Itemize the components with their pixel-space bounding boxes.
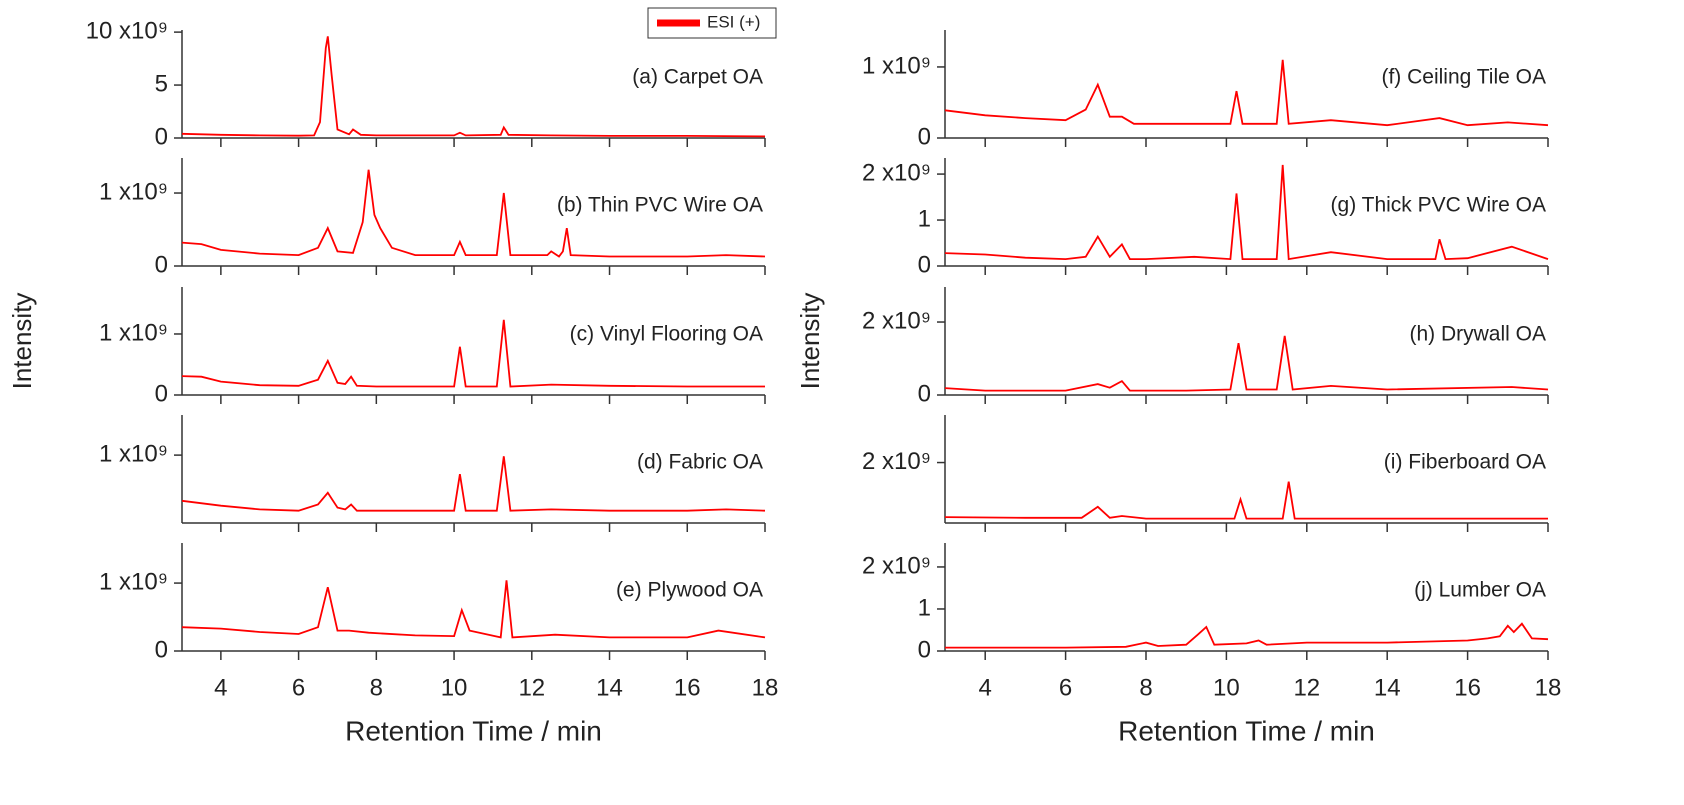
x-axis-label: Retention Time / min xyxy=(345,715,602,746)
y-tick-label: 5 xyxy=(155,70,168,97)
data-line xyxy=(945,622,1549,649)
legend-label: ESI (+) xyxy=(707,12,760,31)
y-tick-label: 0 xyxy=(155,380,168,407)
y-tick-label: 2 x10⁹ xyxy=(862,448,931,475)
y-axis-label: Intensity xyxy=(7,293,37,390)
panel-title: (h) Drywall OA xyxy=(1409,323,1546,346)
y-tick-label: 2 x10⁹ xyxy=(862,159,931,186)
data-line xyxy=(944,481,1548,520)
x-tick-label: 4 xyxy=(214,674,227,701)
y-tick-label: 1 xyxy=(918,205,931,232)
y-tick-label: 1 x10⁹ xyxy=(99,319,168,346)
y-tick-label: 0 xyxy=(155,251,168,278)
x-axis-label: Retention Time / min xyxy=(1118,715,1375,746)
y-tick-label: 0 xyxy=(155,123,168,150)
data-line xyxy=(181,319,765,388)
y-tick-label: 1 x10⁹ xyxy=(99,178,168,205)
y-tick-label: 2 x10⁹ xyxy=(862,307,931,334)
panel-title: (i) Fiberboard OA xyxy=(1384,451,1546,474)
y-tick-label: 0 xyxy=(918,123,931,150)
x-tick-label: 6 xyxy=(1059,674,1072,701)
y-tick-label: 0 xyxy=(918,251,931,278)
panel-title: (a) Carpet OA xyxy=(632,66,763,89)
data-line xyxy=(181,36,766,138)
data-line xyxy=(181,169,766,258)
data-line xyxy=(181,580,766,639)
x-tick-label: 14 xyxy=(596,674,623,701)
panel-title: (d) Fabric OA xyxy=(637,451,763,474)
data-line xyxy=(944,164,1549,261)
x-tick-label: 12 xyxy=(518,674,545,701)
data-line xyxy=(944,335,1549,392)
x-tick-label: 14 xyxy=(1374,674,1401,701)
y-tick-label: 2 x10⁹ xyxy=(862,552,931,579)
x-tick-label: 18 xyxy=(752,674,779,701)
y-tick-label: 0 xyxy=(918,380,931,407)
x-tick-label: 8 xyxy=(1139,674,1152,701)
y-tick-label: 0 xyxy=(918,636,931,663)
x-tick-label: 12 xyxy=(1293,674,1320,701)
x-tick-label: 10 xyxy=(441,674,468,701)
data-line xyxy=(944,59,1549,127)
panel-title: (f) Ceiling Tile OA xyxy=(1381,66,1546,89)
x-tick-label: 10 xyxy=(1213,674,1240,701)
y-tick-label: 1 x10⁹ xyxy=(99,568,168,595)
y-tick-label: 1 xyxy=(918,594,931,621)
data-line xyxy=(181,456,766,512)
x-tick-label: 16 xyxy=(1454,674,1481,701)
panel-title: (b) Thin PVC Wire OA xyxy=(557,194,763,217)
x-tick-label: 18 xyxy=(1535,674,1562,701)
x-tick-label: 8 xyxy=(370,674,383,701)
panel-title: (j) Lumber OA xyxy=(1414,579,1546,602)
y-tick-label: 1 x10⁹ xyxy=(99,440,168,467)
panel-title: (g) Thick PVC Wire OA xyxy=(1331,194,1546,217)
y-tick-label: 10 x10⁹ xyxy=(86,17,168,44)
y-axis-label: Intensity xyxy=(795,293,825,390)
panel-title: (c) Vinyl Flooring OA xyxy=(570,323,763,346)
y-tick-label: 1 x10⁹ xyxy=(862,52,931,79)
panel-title: (e) Plywood OA xyxy=(616,579,763,602)
x-tick-label: 4 xyxy=(979,674,992,701)
y-tick-label: 0 xyxy=(155,636,168,663)
x-tick-label: 16 xyxy=(674,674,701,701)
x-tick-label: 6 xyxy=(292,674,305,701)
